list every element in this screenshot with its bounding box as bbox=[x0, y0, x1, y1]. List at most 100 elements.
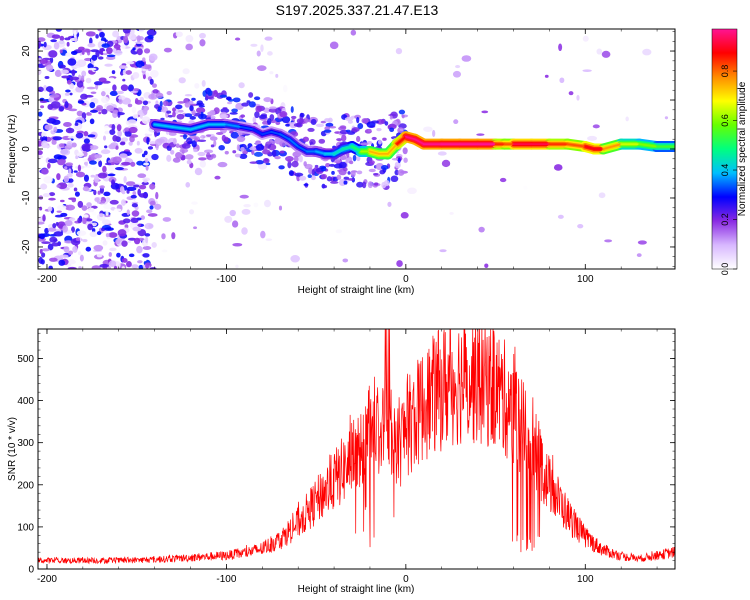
spectrogram-cell bbox=[78, 46, 85, 51]
spectrogram-cell bbox=[102, 240, 108, 246]
spectrogram-cell bbox=[185, 181, 191, 188]
spectrogram-cell bbox=[126, 261, 132, 268]
spectrogram-cell bbox=[110, 161, 115, 166]
spectrogram-cell bbox=[76, 59, 87, 67]
spectrogram-cell bbox=[44, 76, 50, 79]
spectrogram-ridge-segment bbox=[279, 133, 291, 141]
spectrogram-cell bbox=[402, 147, 408, 155]
spectrogram-cell bbox=[142, 253, 150, 258]
spectrogram-cell bbox=[131, 264, 139, 269]
spectrogram-cell bbox=[166, 91, 172, 96]
spectrogram-cell bbox=[152, 89, 159, 94]
spectrogram-cell bbox=[45, 64, 54, 72]
spectrogram-cell bbox=[87, 223, 94, 231]
spectrogram-cell bbox=[232, 97, 241, 103]
spectrogram-cell bbox=[75, 86, 84, 93]
spectrogram-cell bbox=[224, 215, 233, 223]
spectrogram-cell bbox=[368, 168, 376, 173]
spectrogram-cell bbox=[369, 160, 375, 165]
spectrogram-cell bbox=[142, 100, 149, 106]
spectrogram-cell bbox=[46, 118, 57, 124]
spectrogram-cell bbox=[83, 214, 89, 218]
spectrogram-cell bbox=[287, 161, 292, 169]
spectrogram-cell bbox=[111, 123, 116, 131]
spectrogram-cell bbox=[67, 182, 74, 188]
spectrogram-cell bbox=[390, 175, 399, 183]
spectrogram-cell bbox=[128, 141, 133, 146]
spectrogram-cell bbox=[40, 183, 48, 190]
spectrogram-cell bbox=[587, 135, 598, 141]
spectrogram-ridge-segment bbox=[252, 128, 264, 136]
spectrogram-cell bbox=[98, 160, 103, 168]
colorbar-tick-label: 0.8 bbox=[720, 65, 730, 78]
spectrogram-cell bbox=[53, 154, 63, 160]
spectrogram-cell bbox=[63, 246, 70, 253]
spectrogram-cell bbox=[201, 80, 206, 87]
spectrogram-cell bbox=[47, 158, 58, 164]
spectrogram-cell bbox=[331, 170, 335, 175]
spectrogram-cell bbox=[64, 166, 68, 170]
spectrogram-cell bbox=[88, 145, 99, 150]
spectrogram-cell bbox=[65, 52, 71, 57]
spectrogram-cell bbox=[213, 89, 218, 98]
spectrogram-cell bbox=[133, 184, 140, 188]
spectrogram-cell bbox=[100, 149, 111, 155]
spectrogram-cell bbox=[303, 183, 309, 187]
spectrogram-cell bbox=[249, 146, 257, 151]
spectrogram-cell bbox=[250, 43, 258, 47]
spectrogram-cell bbox=[344, 116, 354, 121]
spectrogram-cell bbox=[64, 240, 73, 244]
spectrogram-cell bbox=[122, 29, 131, 34]
spectrogram-cell bbox=[121, 257, 128, 263]
spectrogram-cell bbox=[125, 181, 136, 187]
colorbar-label: Normalized spectral amplitude bbox=[737, 81, 748, 216]
spectrogram-cell bbox=[175, 152, 183, 159]
spectrogram-ridge-segment bbox=[315, 150, 326, 155]
spectrogram-cell bbox=[455, 65, 461, 69]
spectrogram-cell bbox=[282, 84, 288, 93]
spectrogram-cell bbox=[94, 175, 99, 183]
spectrogram-cell bbox=[123, 176, 127, 184]
spectrogram-cell bbox=[106, 54, 116, 58]
spectrogram-cell bbox=[356, 155, 361, 162]
spectrogram-ridge-segment bbox=[171, 126, 192, 131]
spectrogram-cell bbox=[481, 110, 489, 114]
spectrogram-cell bbox=[58, 143, 65, 148]
spectrogram-cell bbox=[263, 107, 271, 113]
spectrogram-cell bbox=[101, 43, 110, 48]
spectrogram-cell bbox=[65, 127, 75, 134]
spectrogram-cell bbox=[141, 181, 149, 186]
spectrogram-cell bbox=[199, 39, 206, 47]
spectrogram-cell bbox=[89, 109, 98, 113]
spectrogram-cell bbox=[320, 173, 328, 180]
spectrogram-cell bbox=[196, 100, 203, 106]
spectrogram-cell bbox=[143, 48, 151, 54]
spectrogram-cell bbox=[206, 134, 212, 137]
spectrogram-cell bbox=[397, 157, 401, 164]
spectrogram-cell bbox=[138, 193, 148, 198]
spectrogram-cell bbox=[126, 209, 130, 216]
spectrogram-cell bbox=[97, 190, 101, 195]
spectrogram-cell bbox=[66, 259, 76, 265]
spectrogram-cell bbox=[168, 132, 177, 136]
spectrogram-cell bbox=[254, 111, 260, 119]
spectrogram-cell bbox=[170, 149, 175, 155]
spectrogram-cell bbox=[149, 205, 154, 210]
spectrogram-cell bbox=[285, 123, 291, 127]
spectrogram-cell bbox=[101, 96, 110, 104]
spectrogram-cell bbox=[119, 141, 126, 146]
spectrogram-cell bbox=[184, 101, 191, 108]
spectrogram-cell bbox=[289, 121, 297, 129]
spectrogram-cell bbox=[108, 77, 115, 82]
spectrogram-cell bbox=[303, 161, 307, 167]
spectrogram-cell bbox=[69, 92, 73, 96]
spectrogram-cell bbox=[62, 225, 68, 233]
spectrogram-cell bbox=[56, 173, 61, 181]
spectrogram-cell bbox=[263, 199, 271, 208]
spectrogram-cell bbox=[183, 98, 189, 103]
spectrogram-cell bbox=[339, 125, 347, 129]
spectrogram-cell bbox=[568, 91, 574, 96]
spectrogram-cell bbox=[138, 264, 144, 269]
spectrogram-cell bbox=[81, 50, 85, 55]
y-tick-label: 10 bbox=[21, 94, 32, 106]
